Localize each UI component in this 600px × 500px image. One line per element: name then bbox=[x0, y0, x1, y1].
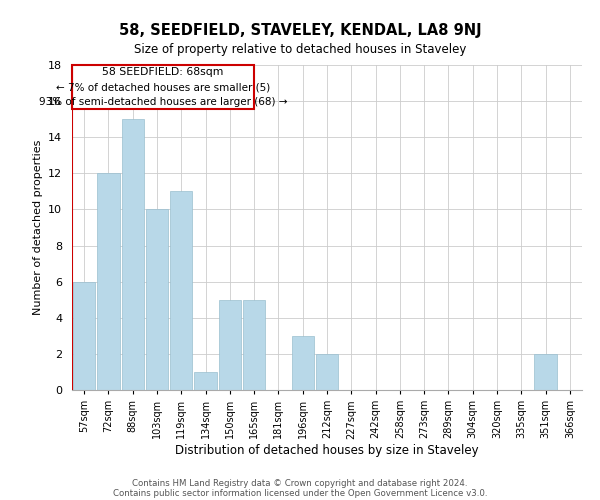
Text: 93% of semi-detached houses are larger (68) →: 93% of semi-detached houses are larger (… bbox=[39, 97, 287, 107]
Text: Size of property relative to detached houses in Staveley: Size of property relative to detached ho… bbox=[134, 42, 466, 56]
Y-axis label: Number of detached properties: Number of detached properties bbox=[32, 140, 43, 315]
X-axis label: Distribution of detached houses by size in Staveley: Distribution of detached houses by size … bbox=[175, 444, 479, 457]
Text: 58 SEEDFIELD: 68sqm: 58 SEEDFIELD: 68sqm bbox=[103, 68, 224, 78]
Bar bbox=[194, 372, 217, 390]
Bar bbox=[535, 354, 557, 390]
Bar bbox=[316, 354, 338, 390]
Text: 58, SEEDFIELD, STAVELEY, KENDAL, LA8 9NJ: 58, SEEDFIELD, STAVELEY, KENDAL, LA8 9NJ bbox=[119, 22, 481, 38]
Text: ← 7% of detached houses are smaller (5): ← 7% of detached houses are smaller (5) bbox=[56, 82, 270, 92]
Text: Contains HM Land Registry data © Crown copyright and database right 2024.: Contains HM Land Registry data © Crown c… bbox=[132, 478, 468, 488]
Text: Contains public sector information licensed under the Open Government Licence v3: Contains public sector information licen… bbox=[113, 488, 487, 498]
Bar bbox=[170, 192, 193, 390]
Bar bbox=[97, 174, 119, 390]
Bar bbox=[243, 300, 265, 390]
FancyBboxPatch shape bbox=[72, 65, 254, 109]
Bar bbox=[292, 336, 314, 390]
Bar bbox=[146, 210, 168, 390]
Bar bbox=[122, 119, 144, 390]
Bar bbox=[218, 300, 241, 390]
Bar bbox=[73, 282, 95, 390]
